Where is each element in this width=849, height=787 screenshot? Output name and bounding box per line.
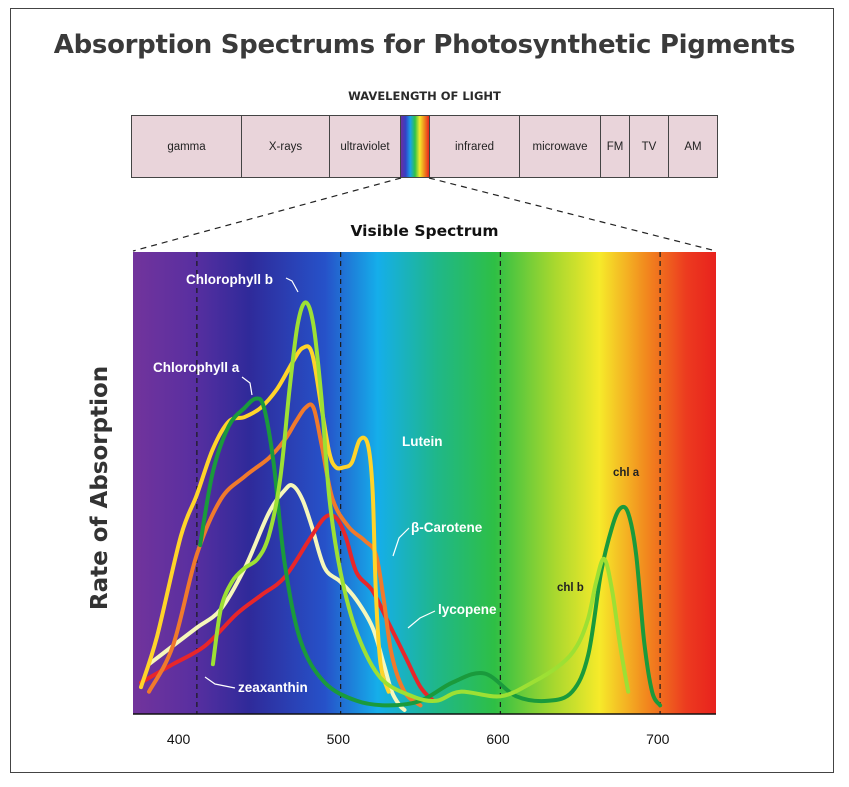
x-tick-label-500: 500 [327, 731, 351, 747]
spectrum-background [133, 252, 716, 714]
label-lycopene: lycopene [438, 602, 497, 617]
label-beta-carotene: β-Carotene [411, 520, 483, 535]
leader-zeaxanthin [204, 676, 236, 689]
series-carotene [147, 402, 423, 708]
wavelength-title: WAVELENGTH OF LIGHT [348, 89, 501, 103]
band-tv: TV [629, 115, 669, 178]
series-chlorophyll-a [198, 396, 663, 708]
band-x-rays: X-rays [241, 115, 330, 178]
leader-beta-carotene [392, 527, 410, 557]
label-chlorophyll-b: Chlorophyll b [186, 272, 273, 287]
gridlines [196, 252, 661, 714]
x-tick-label-700: 700 [646, 731, 670, 747]
band-gamma: gamma [131, 115, 242, 178]
figure-frame [10, 8, 834, 773]
x-tick-label-600: 600 [486, 731, 510, 747]
band-fm: FM [600, 115, 630, 178]
leader-chlorophyll-a [241, 376, 253, 396]
series-group [139, 300, 663, 712]
label-chl-a-peak: chl a [613, 467, 640, 479]
series-lutein [139, 344, 391, 694]
zoom-line-left [132, 177, 402, 252]
leader-chlorophyll-b [285, 277, 299, 293]
series-chlorophyll-b [210, 300, 631, 703]
label-chlorophyll-a: Chlorophyll a [153, 360, 240, 375]
x-tick-label-400: 400 [167, 731, 191, 747]
visible-spectrum-title: Visible Spectrum [350, 222, 499, 240]
x-ticks: 400 500 600 700 [167, 731, 670, 747]
band-infrared: infrared [429, 115, 520, 178]
band-visible [400, 115, 430, 178]
label-chl-b-peak: chl b [557, 582, 584, 594]
page-title: Absorption Spectrums for Photosynthetic … [53, 30, 796, 60]
band-am: AM [668, 115, 718, 178]
leader-lycopene [407, 610, 436, 629]
zoom-line-right [428, 177, 717, 252]
label-zeaxanthin: zeaxanthin [238, 680, 308, 695]
label-lutein: Lutein [402, 434, 443, 449]
